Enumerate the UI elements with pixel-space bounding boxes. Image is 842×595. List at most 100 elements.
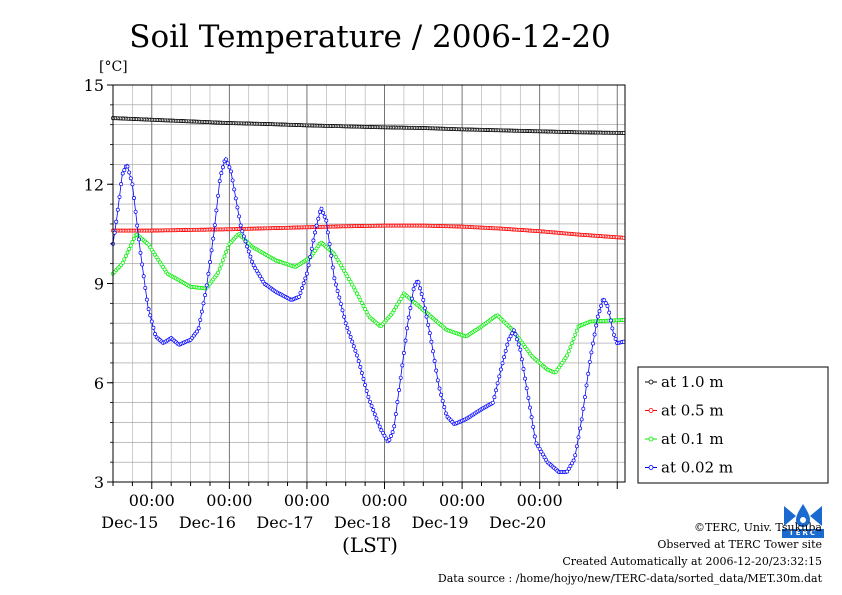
- series-point: [201, 301, 206, 306]
- x-tick-time: 00:00: [439, 491, 485, 510]
- series-point: [389, 434, 393, 438]
- series-point: [219, 171, 224, 176]
- series-point: [565, 353, 570, 358]
- series-point: [498, 367, 503, 372]
- x-tick-time: 00:00: [206, 491, 252, 510]
- series-point: [130, 182, 135, 187]
- series-point: [605, 304, 610, 308]
- x-tick-time: 00:00: [517, 491, 563, 510]
- series-point: [146, 307, 151, 312]
- series-point: [229, 169, 233, 174]
- series-point: [400, 363, 405, 368]
- series-point: [581, 406, 586, 411]
- series-point: [426, 322, 431, 327]
- series-point: [434, 368, 439, 373]
- logo-text: TERC: [788, 529, 818, 537]
- series-point: [225, 245, 230, 250]
- series-point: [597, 309, 602, 314]
- series-point: [490, 400, 495, 405]
- series-point: [128, 176, 133, 181]
- series-point: [524, 386, 529, 391]
- chart-title: Soil Temperature / 2006-12-20: [129, 19, 611, 55]
- series-point: [148, 313, 153, 318]
- series-point: [235, 205, 240, 210]
- series-point: [397, 299, 402, 304]
- series-point: [330, 265, 335, 270]
- series-point: [251, 263, 256, 268]
- series-point: [230, 178, 235, 183]
- series-point: [603, 301, 608, 306]
- series-layer: [111, 116, 626, 475]
- series-point: [419, 292, 424, 297]
- series-point: [199, 309, 204, 314]
- series-point: [368, 399, 372, 404]
- legend-item: at 0.02 m: [645, 459, 733, 477]
- series-point: [608, 318, 613, 323]
- series-point: [258, 274, 263, 279]
- series-point: [138, 250, 143, 255]
- series-point: [358, 297, 363, 302]
- series-point: [571, 458, 576, 463]
- series-point: [351, 344, 356, 349]
- series-point: [353, 348, 358, 353]
- series-point: [220, 165, 225, 170]
- series-point: [246, 249, 251, 254]
- legend-marker: [648, 408, 654, 413]
- series-point: [405, 326, 410, 331]
- series-point: [254, 268, 259, 273]
- series-point: [316, 216, 321, 221]
- series-point: [227, 165, 232, 170]
- series-point: [222, 254, 227, 259]
- series-point: [586, 371, 591, 376]
- series-point: [508, 334, 513, 339]
- credit-site: Observed at TERC Tower site: [657, 538, 822, 551]
- series-point: [576, 435, 581, 440]
- series-point: [220, 258, 225, 263]
- series-point: [568, 345, 573, 350]
- series-point: [348, 335, 353, 339]
- series-point: [327, 242, 332, 247]
- series-point: [523, 376, 528, 381]
- series-point: [224, 157, 229, 162]
- series-point: [574, 444, 579, 449]
- series-point: [114, 219, 119, 224]
- series-point: [521, 367, 526, 371]
- series-point: [198, 317, 203, 322]
- series-point: [589, 350, 594, 355]
- series-point: [332, 276, 337, 281]
- series-point: [120, 171, 125, 176]
- x-tick-date: Dec-19: [412, 513, 469, 532]
- series-point: [243, 239, 248, 244]
- x-tick-time: 00:00: [284, 491, 330, 510]
- series-point: [334, 255, 338, 259]
- series-point: [321, 210, 326, 215]
- series-point: [363, 307, 368, 312]
- series-point: [119, 182, 124, 187]
- series-2: [111, 232, 626, 375]
- series-point: [356, 359, 361, 364]
- legend-marker: [648, 379, 654, 385]
- series-point: [151, 325, 156, 330]
- series-point: [217, 266, 222, 271]
- credit-created: Created Automatically at 2006-12-20/23:3…: [562, 555, 822, 568]
- series-point: [392, 424, 397, 429]
- series-point: [153, 332, 157, 336]
- series-0: [111, 116, 626, 135]
- series-point: [337, 295, 342, 300]
- series-point: [374, 416, 379, 421]
- series-point: [342, 314, 347, 319]
- series-point: [573, 332, 578, 337]
- series-point: [518, 347, 523, 352]
- series-point: [497, 374, 502, 379]
- series-point: [135, 223, 140, 228]
- series-point: [376, 420, 381, 425]
- series-point: [384, 436, 389, 441]
- series-point: [528, 405, 532, 410]
- series-point: [519, 357, 524, 362]
- series-point: [250, 259, 254, 264]
- series-point: [237, 214, 242, 219]
- series-point: [369, 403, 374, 408]
- series-point: [298, 290, 303, 295]
- legend-label: at 0.02 m: [661, 459, 733, 477]
